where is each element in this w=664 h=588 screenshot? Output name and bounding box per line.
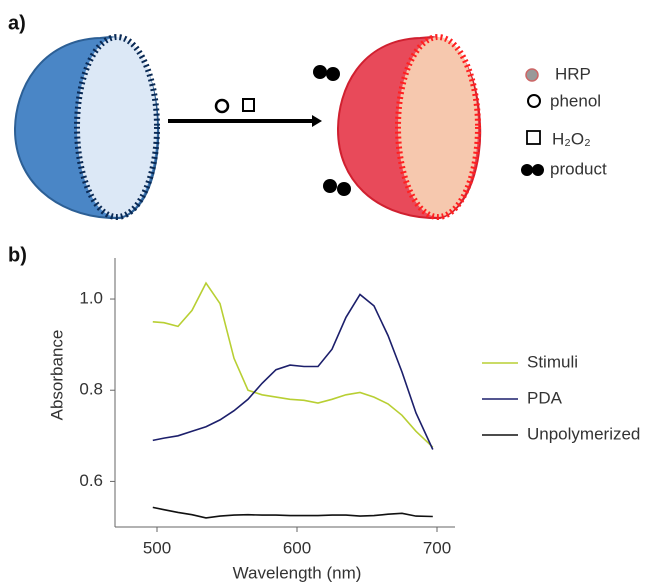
y-tick-label: 0.8	[79, 380, 103, 399]
x-tick-label: 600	[283, 538, 311, 557]
y-tick-label: 1.0	[79, 289, 103, 308]
vesicle-red	[338, 37, 480, 218]
y-tick-label: 0.6	[79, 471, 103, 490]
diagram-legend-label: phenol	[550, 91, 601, 110]
x-tick-label: 700	[423, 538, 451, 557]
series-line	[153, 295, 433, 450]
diagram-legend-icons	[521, 69, 544, 176]
panel-label: a)	[8, 12, 26, 34]
x-tick-label: 500	[143, 538, 171, 557]
diagram-legend-label: H₂O₂	[552, 129, 591, 148]
y-axis-label: Absorbance	[47, 330, 66, 421]
diagram-legend-label: HRP	[555, 64, 591, 83]
reaction-arrow	[168, 99, 322, 127]
figure: a) b) HRP phenol H₂O₂ product Wavelength…	[0, 0, 664, 583]
series-line	[153, 507, 433, 518]
x-axis-label: Wavelength (nm)	[233, 563, 362, 582]
legend-label: Stimuli	[527, 352, 578, 371]
panel-label: b)	[8, 244, 27, 266]
legend-label: Unpolymerized	[527, 424, 640, 443]
vesicle-blue	[15, 37, 158, 218]
diagram-legend-label: product	[550, 159, 607, 178]
legend-label: PDA	[527, 388, 563, 407]
